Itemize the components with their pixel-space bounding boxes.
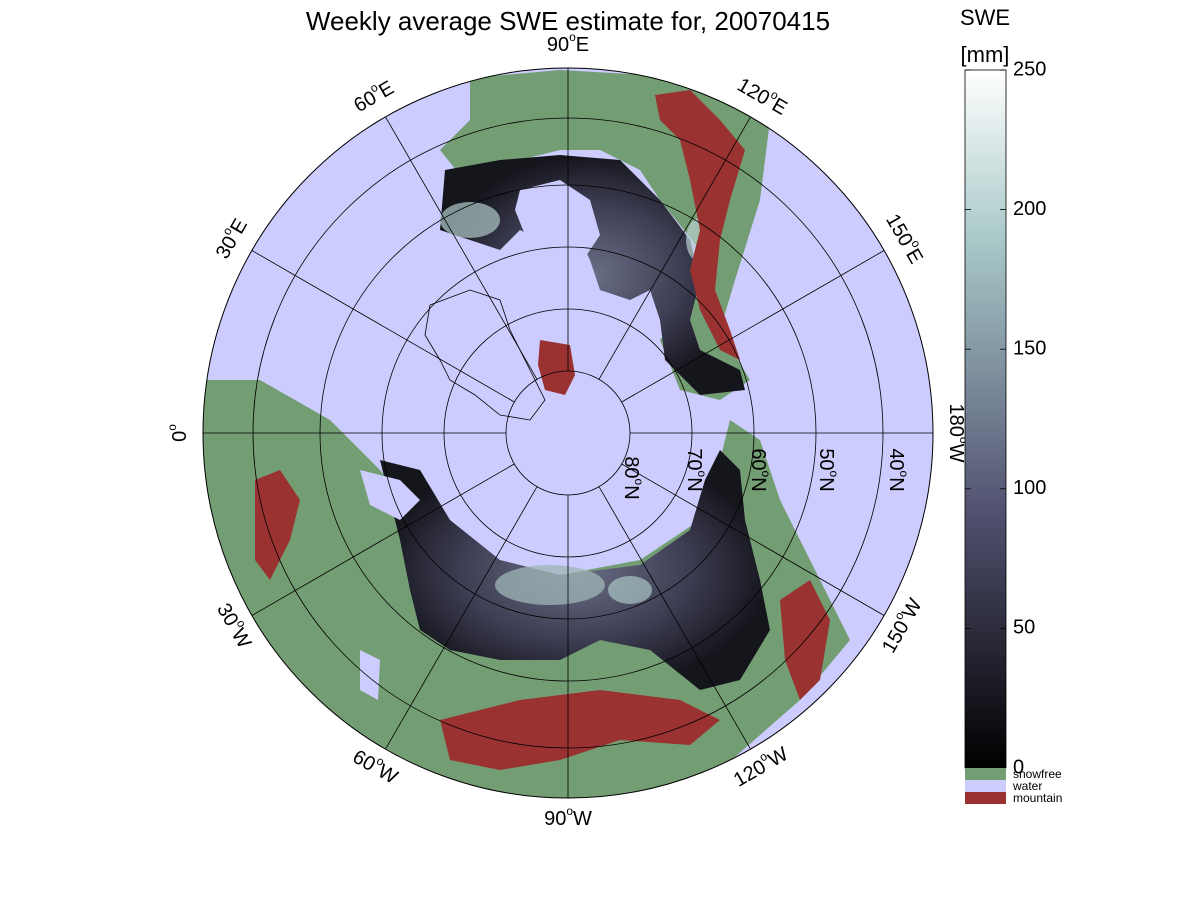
colorbar-tick-label: 250 (1013, 58, 1046, 80)
meridian-label: 90oW (544, 804, 592, 830)
meridian-label: 90oE (547, 30, 589, 56)
colorbar-gradient (964, 69, 1007, 769)
category-swatch-snowfree (965, 768, 1006, 780)
meridian-line (621, 463, 885, 616)
meridian-line (598, 116, 751, 380)
eurasia-high-swe-east (608, 576, 652, 604)
eurasia-high-swe (495, 565, 605, 605)
category-label-water: water (1012, 779, 1042, 793)
meridian-label: 60oE (348, 74, 398, 118)
meridian-line (251, 250, 515, 403)
colorbar-tick-label: 150 (1013, 337, 1046, 359)
meridian-line (385, 116, 538, 380)
meridian-line (251, 463, 515, 616)
colorbar-ticks: 0 50 100 150 200 250 (965, 58, 1046, 778)
parallel-label: 60oN (747, 448, 773, 491)
colorbar-title-line1: SWE (960, 5, 1010, 30)
parallel-label: 40oN (885, 448, 911, 491)
parallel-labels: 80oN 70oN 60oN 50oN 40oN (620, 448, 911, 499)
graticule (203, 68, 933, 798)
category-swatch-water (965, 780, 1006, 792)
colorbar: SWE [mm] 0 50 100 150 200 250 snowfreewatermo… (960, 5, 1062, 805)
parallel-label: 50oN (815, 448, 841, 491)
meridian-line (598, 486, 751, 750)
meridian-line (385, 486, 538, 750)
meridian-line (621, 250, 885, 403)
eurasia-snowpack (380, 450, 770, 690)
polar-map (203, 68, 933, 798)
colorbar-tick-label: 0 (1013, 756, 1024, 778)
map-title: Weekly average SWE estimate for, 2007041… (306, 6, 830, 36)
colorbar-tick-label: 100 (1013, 477, 1046, 499)
parallel-label: 70oN (683, 448, 709, 491)
meridian-label: 0o (165, 424, 191, 442)
arctic-islands (538, 340, 575, 395)
parallel-label: 80oN (620, 456, 646, 499)
colorbar-tick-label: 200 (1013, 198, 1046, 220)
category-swatch-mountain (965, 792, 1006, 804)
colorbar-title-line2: [mm] (961, 42, 1010, 67)
meridian-label: 180oW (945, 404, 971, 463)
hudson-bay (515, 180, 600, 265)
north-america-high-swe (440, 202, 500, 238)
map-border (202, 67, 934, 799)
category-label-snowfree: snowfree (1013, 767, 1062, 781)
meridian-label: 30oE (209, 213, 253, 263)
caspian-sea (360, 650, 380, 700)
north-america-snowpack (440, 155, 745, 395)
scandinavian-mountains (255, 470, 300, 580)
white-sea (360, 470, 420, 520)
colorbar-tick-label: 50 (1013, 617, 1035, 639)
rocky-mountains (655, 90, 745, 360)
central-asia-mountains (440, 690, 720, 770)
category-label-mountain: mountain (1013, 791, 1062, 805)
greenland (424, 289, 546, 421)
